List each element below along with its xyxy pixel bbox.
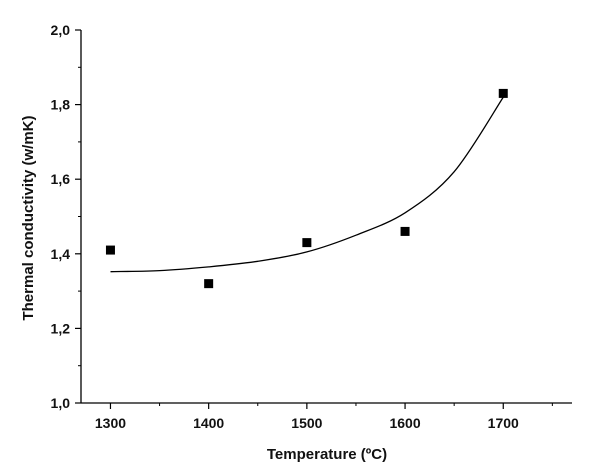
- y-tick-label: 2,0: [51, 22, 71, 38]
- plot-area: 1,0 1,2 1,4 1,6 1,8 2,0 1300 1400 1500 1600 1700: [51, 22, 572, 431]
- x-tick-label: 1400: [193, 415, 224, 431]
- y-tick-label: 1,4: [51, 246, 71, 262]
- data-point: [204, 279, 214, 289]
- y-tick-label: 1,2: [51, 320, 71, 336]
- data-point: [302, 238, 312, 248]
- y-tick-label: 1,0: [51, 395, 71, 411]
- data-point: [400, 226, 410, 236]
- x-tick-label: 1600: [389, 415, 420, 431]
- fit-curve: [110, 96, 504, 273]
- y-tick-label: 1,6: [51, 171, 71, 187]
- x-tick-label: 1500: [291, 415, 322, 431]
- y-axis-title: Thermal conductivity (w/mK): [20, 115, 37, 320]
- data-point: [105, 245, 115, 255]
- x-axis-title: Temperature (ºC): [267, 446, 387, 463]
- data-point: [498, 88, 508, 98]
- x-tick-label: 1700: [488, 415, 519, 431]
- y-tick-label: 1,8: [51, 97, 71, 113]
- x-tick-label: 1300: [95, 415, 126, 431]
